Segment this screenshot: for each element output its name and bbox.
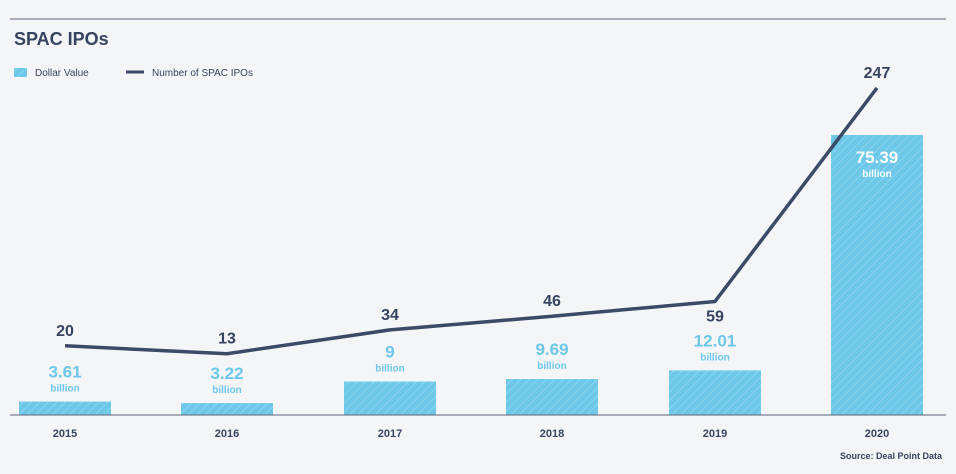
bar-value-label-2019: 12.01 bbox=[694, 331, 737, 350]
bars-layer bbox=[19, 135, 923, 415]
bar-unit-label-2017: billion bbox=[375, 364, 404, 375]
bar-value-label-2017: 9 bbox=[385, 343, 394, 362]
bar-unit-label-2019: billion bbox=[700, 352, 729, 363]
line-labels-layer: 20 13 34 46 59 247 bbox=[56, 65, 890, 348]
legend: Dollar Value Number of SPAC IPOs bbox=[14, 68, 253, 79]
line-point-label-2020: 247 bbox=[864, 65, 891, 82]
bar-value-label-2016: 3.22 bbox=[210, 364, 243, 383]
line-point-label-2016: 13 bbox=[218, 331, 236, 348]
bar-2020 bbox=[831, 135, 923, 415]
bar-unit-label-2015: billion bbox=[50, 384, 79, 395]
bar-unit-label-2018: billion bbox=[537, 361, 566, 372]
bar-unit-label-2020: billion bbox=[862, 169, 891, 180]
bar-2018 bbox=[506, 379, 598, 415]
bar-value-label-2020: 75.39 bbox=[856, 148, 899, 167]
x-tick-label-2015: 2015 bbox=[53, 428, 77, 440]
legend-label-spac-count: Number of SPAC IPOs bbox=[152, 68, 253, 79]
x-ticks-layer: 2015 2016 2017 2018 2019 2020 bbox=[53, 428, 889, 440]
bar-2015 bbox=[19, 401, 111, 415]
source-note: Source: Deal Point Data bbox=[840, 451, 943, 461]
line-point-label-2018: 46 bbox=[543, 293, 561, 310]
line-point-label-2015: 20 bbox=[56, 323, 74, 340]
line-point-label-2017: 34 bbox=[381, 307, 399, 324]
chart-title: SPAC IPOs bbox=[14, 29, 109, 49]
x-tick-label-2020: 2020 bbox=[865, 428, 889, 440]
x-tick-label-2019: 2019 bbox=[703, 428, 727, 440]
x-tick-label-2018: 2018 bbox=[540, 428, 564, 440]
line-series-spac-count bbox=[64, 86, 879, 356]
line-point-label-2019: 59 bbox=[706, 308, 724, 325]
bar-unit-label-2016: billion bbox=[212, 385, 241, 396]
x-tick-label-2017: 2017 bbox=[378, 428, 402, 440]
x-tick-label-2016: 2016 bbox=[215, 428, 239, 440]
bar-labels-layer: 3.61 billion 3.22 billion 9 billion 9.69 billio… bbox=[48, 148, 898, 396]
legend-swatch-dollar-value bbox=[14, 68, 27, 77]
bar-2017 bbox=[344, 381, 436, 415]
bar-2016 bbox=[181, 403, 273, 415]
line-layer bbox=[64, 86, 879, 356]
legend-label-dollar-value: Dollar Value bbox=[35, 68, 89, 79]
bar-value-label-2015: 3.61 bbox=[48, 363, 81, 382]
bar-2019 bbox=[669, 370, 761, 415]
bar-value-label-2018: 9.69 bbox=[535, 340, 568, 359]
